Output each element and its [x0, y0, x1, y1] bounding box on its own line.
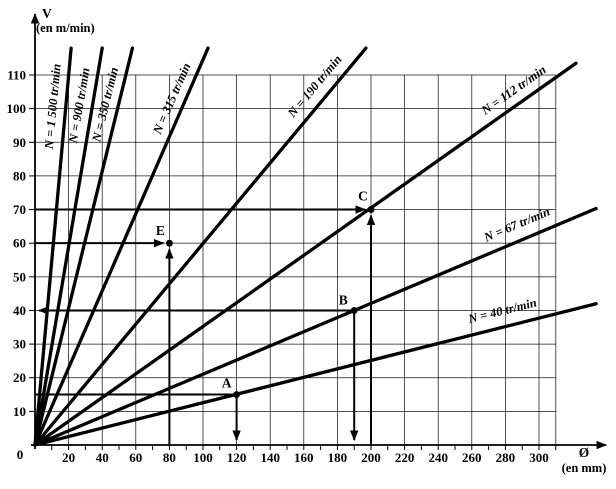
x-tick-label: 260 — [462, 450, 482, 465]
speed-line-67 — [33, 206, 598, 447]
speed-line-label-67: N = 67 tr/min — [481, 204, 552, 245]
point-dot-C — [367, 206, 375, 213]
speed-line-label-1500: N = 1 500 tr/min — [42, 63, 64, 151]
point-label-A: A — [222, 376, 232, 391]
speed-line-900 — [33, 46, 104, 447]
point-dot-B — [350, 307, 358, 314]
y-axis-symbol: V — [42, 6, 52, 21]
y-tick-label: 90 — [13, 135, 26, 150]
x-axis-unit: (en mm) — [562, 461, 607, 475]
speed-line-315 — [33, 46, 210, 447]
speed-line-190 — [33, 46, 368, 447]
x-tick-label: 140 — [260, 450, 280, 465]
speed-line-112 — [33, 61, 578, 447]
x-tick-label: 160 — [294, 450, 314, 465]
x-tick-label: 80 — [163, 450, 176, 465]
point-label-C: C — [358, 189, 368, 204]
x-tick-label: 120 — [227, 450, 247, 465]
y-tick-label: 50 — [13, 269, 26, 284]
x-tick-label: 200 — [361, 450, 381, 465]
y-tick-label: 60 — [13, 236, 26, 251]
point-dot-E — [166, 239, 173, 247]
y-tick-label: 40 — [13, 303, 26, 318]
x-tick-label: 40 — [96, 450, 109, 465]
y-tick-label: 110 — [7, 68, 26, 83]
x-tick-label: 60 — [129, 450, 142, 465]
origin-label: 0 — [17, 447, 24, 462]
speed-line-350 — [33, 46, 135, 447]
speed-line-1500 — [33, 46, 73, 447]
y-tick-label: 10 — [13, 404, 26, 419]
x-tick-label: 100 — [193, 450, 213, 465]
x-axis-symbol: Ø — [579, 445, 590, 460]
x-tick-label: 300 — [529, 450, 549, 465]
y-tick-label: 30 — [13, 337, 26, 352]
x-tick-label: 20 — [62, 450, 75, 465]
x-tick-label: 240 — [428, 450, 448, 465]
y-axis-unit: (en m/min) — [36, 21, 95, 35]
x-tick-label: 220 — [395, 450, 415, 465]
y-tick-label: 100 — [7, 101, 27, 116]
point-dot-A — [233, 391, 241, 398]
point-label-B: B — [339, 292, 348, 307]
speed-line-40 — [33, 302, 598, 447]
y-tick-label: 20 — [13, 370, 26, 385]
point-label-E: E — [156, 223, 165, 238]
y-tick-label: 80 — [13, 168, 26, 183]
x-tick-label: 180 — [328, 450, 348, 465]
y-tick-label: 70 — [13, 202, 26, 217]
x-tick-label: 280 — [496, 450, 516, 465]
